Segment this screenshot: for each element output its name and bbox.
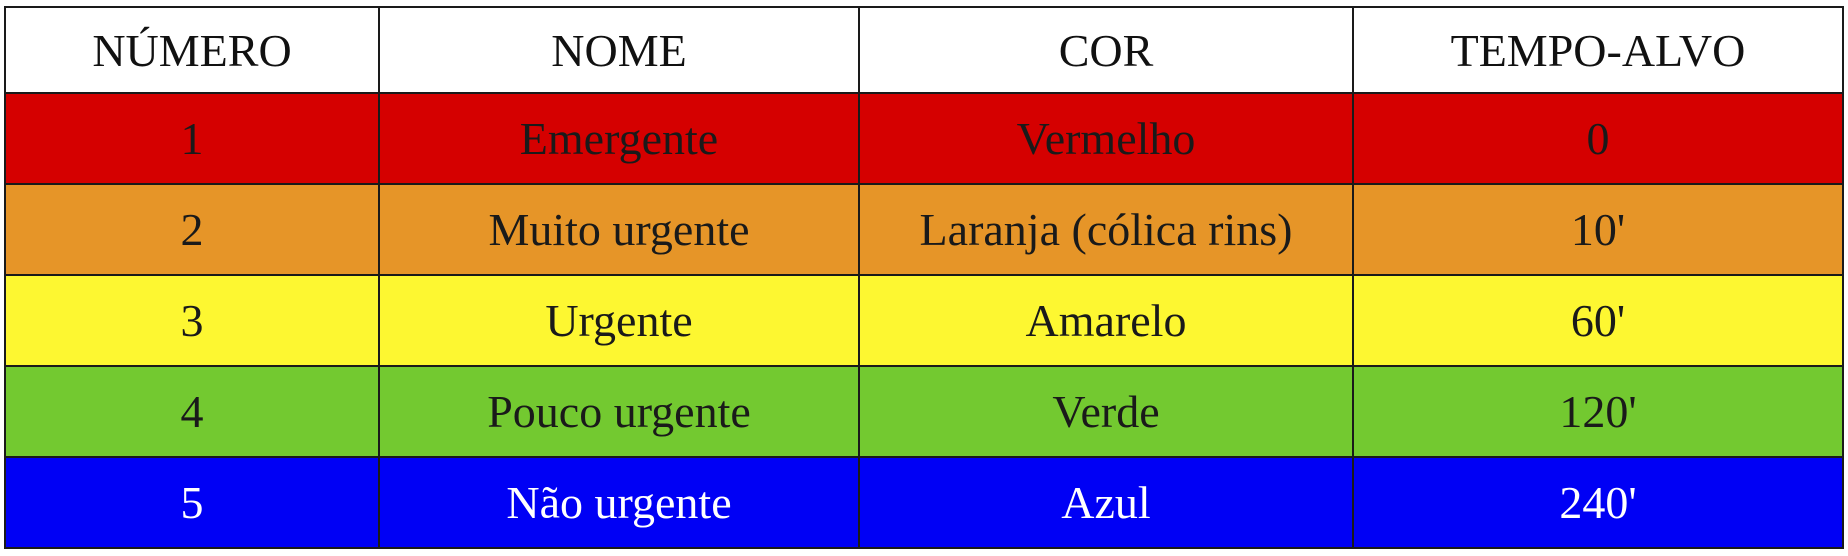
- cell-tempo-alvo: 0: [1352, 92, 1844, 185]
- cell-tempo-alvo: 60': [1352, 274, 1844, 367]
- header-numero: NÚMERO: [4, 6, 380, 94]
- cell-tempo-alvo: 120': [1352, 365, 1844, 458]
- table-header-row: NÚMERO NOME COR TEMPO-ALVO: [4, 6, 1844, 94]
- cell-nome: Muito urgente: [378, 183, 860, 276]
- cell-nome: Pouco urgente: [378, 365, 860, 458]
- cell-nome: Emergente: [378, 92, 860, 185]
- header-cor: COR: [858, 6, 1354, 94]
- cell-numero: 1: [4, 92, 380, 185]
- table-row: 1 Emergente Vermelho 0: [4, 92, 1844, 185]
- cell-cor: Vermelho: [858, 92, 1354, 185]
- cell-nome: Urgente: [378, 274, 860, 367]
- cell-numero: 3: [4, 274, 380, 367]
- header-tempo-alvo: TEMPO-ALVO: [1352, 6, 1844, 94]
- cell-numero: 5: [4, 456, 380, 549]
- cell-numero: 2: [4, 183, 380, 276]
- triage-table-container: NÚMERO NOME COR TEMPO-ALVO 1 Emergente V…: [4, 6, 1844, 549]
- cell-nome: Não urgente: [378, 456, 860, 549]
- cell-tempo-alvo: 240': [1352, 456, 1844, 549]
- cell-tempo-alvo: 10': [1352, 183, 1844, 276]
- cell-cor: Amarelo: [858, 274, 1354, 367]
- cell-cor: Azul: [858, 456, 1354, 549]
- table-row: 4 Pouco urgente Verde 120': [4, 365, 1844, 458]
- table-row: 3 Urgente Amarelo 60': [4, 274, 1844, 367]
- table-row: 2 Muito urgente Laranja (cólica rins) 10…: [4, 183, 1844, 276]
- header-nome: NOME: [378, 6, 860, 94]
- table-row: 5 Não urgente Azul 240': [4, 456, 1844, 549]
- cell-cor: Verde: [858, 365, 1354, 458]
- triage-table: NÚMERO NOME COR TEMPO-ALVO 1 Emergente V…: [4, 6, 1844, 549]
- cell-cor: Laranja (cólica rins): [858, 183, 1354, 276]
- cell-numero: 4: [4, 365, 380, 458]
